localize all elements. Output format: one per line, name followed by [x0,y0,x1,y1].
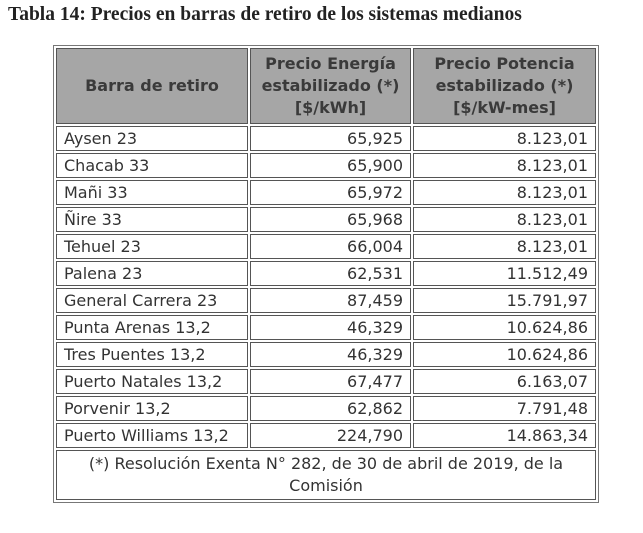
cell-precio-energia: 62,862 [250,396,411,421]
cell-precio-energia: 65,900 [250,153,411,178]
cell-precio-potencia: 11.512,49 [413,261,596,286]
cell-precio-energia: 46,329 [250,342,411,367]
cell-barra: Chacab 33 [56,153,248,178]
cell-precio-potencia: 10.624,86 [413,315,596,340]
table-title: Tabla 14: Precios en barras de retiro de… [8,4,522,25]
cell-precio-potencia: 15.791,97 [413,288,596,313]
cell-barra: Tres Puentes 13,2 [56,342,248,367]
cell-precio-energia: 46,329 [250,315,411,340]
cell-barra: General Carrera 23 [56,288,248,313]
cell-precio-potencia: 6.163,07 [413,369,596,394]
table-row: Mañi 33 65,972 8.123,01 [56,180,596,205]
cell-precio-potencia: 8.123,01 [413,126,596,151]
table-row: Ñire 33 65,968 8.123,01 [56,207,596,232]
header-barra: Barra de retiro [56,48,248,124]
cell-precio-energia: 87,459 [250,288,411,313]
cell-barra: Ñire 33 [56,207,248,232]
header-precio-energia: Precio Energía estabilizado (*) [$/kWh] [250,48,411,124]
cell-precio-potencia: 8.123,01 [413,153,596,178]
table-row: Punta Arenas 13,2 46,329 10.624,86 [56,315,596,340]
table-row: Tehuel 23 66,004 8.123,01 [56,234,596,259]
cell-barra: Punta Arenas 13,2 [56,315,248,340]
table-row: Tres Puentes 13,2 46,329 10.624,86 [56,342,596,367]
table-row: Aysen 23 65,925 8.123,01 [56,126,596,151]
cell-precio-potencia: 8.123,01 [413,207,596,232]
table-row: Puerto Natales 13,2 67,477 6.163,07 [56,369,596,394]
cell-precio-potencia: 8.123,01 [413,180,596,205]
cell-precio-energia: 62,531 [250,261,411,286]
cell-barra: Mañi 33 [56,180,248,205]
cell-barra: Tehuel 23 [56,234,248,259]
cell-barra: Porvenir 13,2 [56,396,248,421]
prices-table: Barra de retiro Precio Energía estabiliz… [53,45,599,503]
cell-precio-energia: 65,972 [250,180,411,205]
table-row: Chacab 33 65,900 8.123,01 [56,153,596,178]
cell-precio-energia: 65,968 [250,207,411,232]
cell-barra: Palena 23 [56,261,248,286]
table-row: General Carrera 23 87,459 15.791,97 [56,288,596,313]
cell-precio-energia: 66,004 [250,234,411,259]
cell-precio-potencia: 8.123,01 [413,234,596,259]
table-row: Palena 23 62,531 11.512,49 [56,261,596,286]
cell-barra: Puerto Natales 13,2 [56,369,248,394]
cell-precio-potencia: 7.791,48 [413,396,596,421]
cell-precio-potencia: 10.624,86 [413,342,596,367]
cell-precio-energia: 65,925 [250,126,411,151]
table-row: Puerto Williams 13,2 224,790 14.863,34 [56,423,596,448]
table-row: Porvenir 13,2 62,862 7.791,48 [56,396,596,421]
footnote-row: (*) Resolución Exenta N° 282, de 30 de a… [56,450,596,500]
cell-precio-energia: 224,790 [250,423,411,448]
header-row: Barra de retiro Precio Energía estabiliz… [56,48,596,124]
cell-precio-potencia: 14.863,34 [413,423,596,448]
header-precio-potencia: Precio Potencia estabilizado (*) [$/kW-m… [413,48,596,124]
cell-barra: Aysen 23 [56,126,248,151]
footnote: (*) Resolución Exenta N° 282, de 30 de a… [56,450,596,500]
cell-barra: Puerto Williams 13,2 [56,423,248,448]
cell-precio-energia: 67,477 [250,369,411,394]
